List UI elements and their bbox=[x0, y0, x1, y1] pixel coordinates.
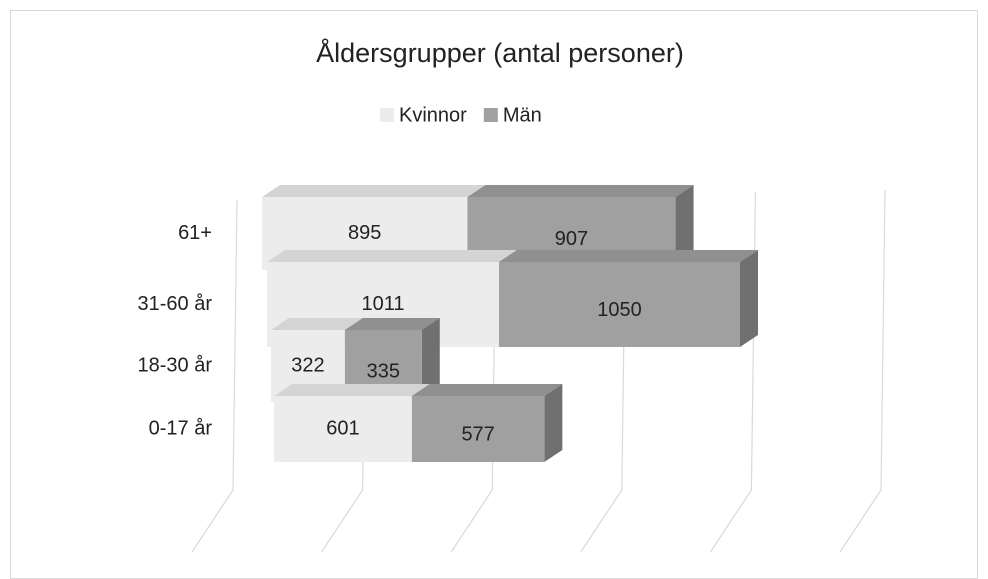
chart-title: Åldersgrupper (antal personer) bbox=[316, 37, 684, 68]
legend: Kvinnor Män bbox=[380, 104, 542, 126]
data-label: 907 bbox=[555, 228, 588, 250]
data-label: 601 bbox=[326, 417, 359, 439]
bar-side bbox=[739, 250, 758, 347]
data-label: 1011 bbox=[362, 293, 405, 315]
grid-line bbox=[191, 199, 238, 553]
data-label: 335 bbox=[367, 360, 400, 382]
y-tick-label: 61+ bbox=[178, 222, 212, 244]
y-tick-label: 0-17 år bbox=[149, 417, 213, 439]
bar-top bbox=[344, 318, 440, 330]
grid-line bbox=[839, 189, 886, 553]
bar bbox=[499, 262, 740, 347]
bar-top bbox=[262, 185, 486, 197]
y-tick-label: 31-60 år bbox=[138, 293, 213, 315]
data-label: 1050 bbox=[597, 299, 642, 321]
bar-top bbox=[411, 384, 563, 396]
bar-side bbox=[544, 384, 563, 462]
bar bbox=[411, 396, 545, 462]
legend-label: Män bbox=[503, 104, 542, 126]
data-label: 577 bbox=[461, 423, 494, 445]
bar-top bbox=[267, 250, 518, 262]
y-tick-label: 18-30 år bbox=[138, 354, 213, 376]
bar bbox=[274, 396, 412, 462]
bar-top bbox=[499, 250, 758, 262]
bar-side bbox=[421, 318, 440, 402]
legend-label: Kvinnor bbox=[399, 104, 467, 126]
legend-swatch bbox=[380, 108, 394, 122]
bar-top bbox=[274, 384, 430, 396]
legend-swatch bbox=[483, 108, 498, 122]
data-label: 322 bbox=[291, 354, 324, 376]
bar-top bbox=[467, 185, 694, 197]
data-label: 895 bbox=[348, 222, 381, 244]
bar-side bbox=[675, 185, 694, 270]
bar-top bbox=[271, 318, 363, 330]
